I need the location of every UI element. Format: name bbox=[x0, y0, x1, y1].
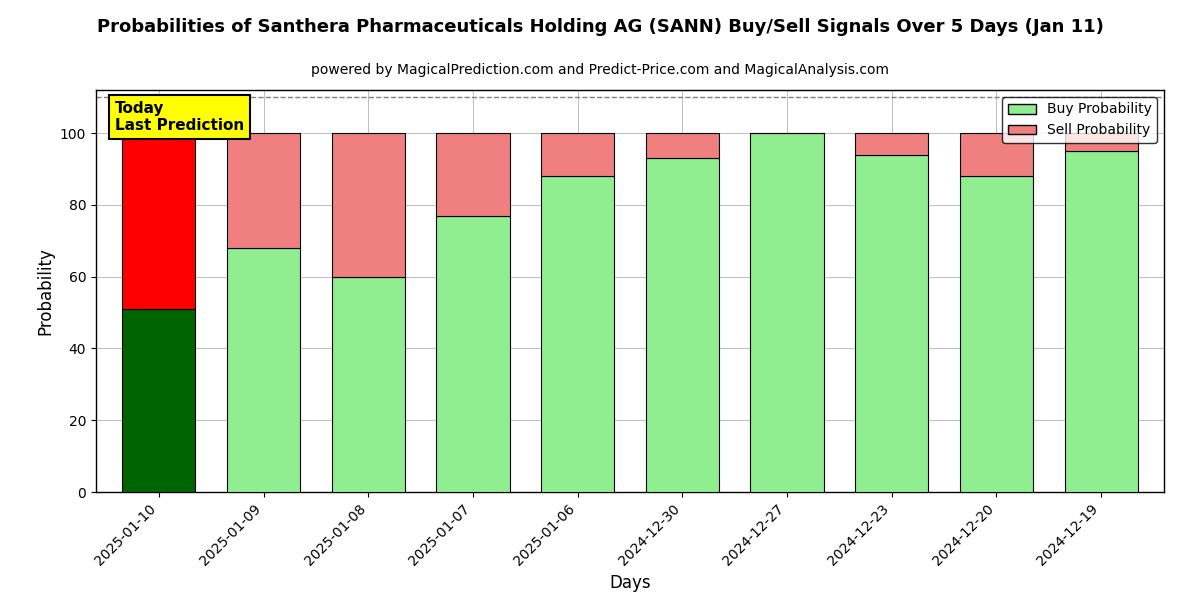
Text: Today
Last Prediction: Today Last Prediction bbox=[115, 101, 244, 133]
Bar bbox=[437, 133, 510, 215]
Text: powered by MagicalPrediction.com and Predict-Price.com and MagicalAnalysis.com: powered by MagicalPrediction.com and Pre… bbox=[311, 63, 889, 77]
Bar bbox=[331, 133, 404, 277]
Bar bbox=[960, 133, 1033, 176]
Bar bbox=[541, 133, 614, 176]
Bar bbox=[960, 176, 1033, 492]
Bar bbox=[646, 158, 719, 492]
Bar bbox=[750, 133, 823, 492]
Bar bbox=[331, 277, 404, 492]
Bar bbox=[122, 133, 196, 309]
Bar bbox=[1064, 133, 1138, 151]
Bar bbox=[856, 133, 929, 155]
Bar bbox=[227, 248, 300, 492]
Bar bbox=[227, 133, 300, 248]
Bar bbox=[646, 133, 719, 158]
Bar bbox=[437, 215, 510, 492]
Bar bbox=[1064, 151, 1138, 492]
Bar bbox=[541, 176, 614, 492]
Y-axis label: Probability: Probability bbox=[36, 247, 54, 335]
Bar bbox=[856, 155, 929, 492]
Text: Probabilities of Santhera Pharmaceuticals Holding AG (SANN) Buy/Sell Signals Ove: Probabilities of Santhera Pharmaceutical… bbox=[96, 18, 1104, 36]
Bar bbox=[122, 309, 196, 492]
X-axis label: Days: Days bbox=[610, 574, 650, 592]
Legend: Buy Probability, Sell Probability: Buy Probability, Sell Probability bbox=[1002, 97, 1157, 143]
